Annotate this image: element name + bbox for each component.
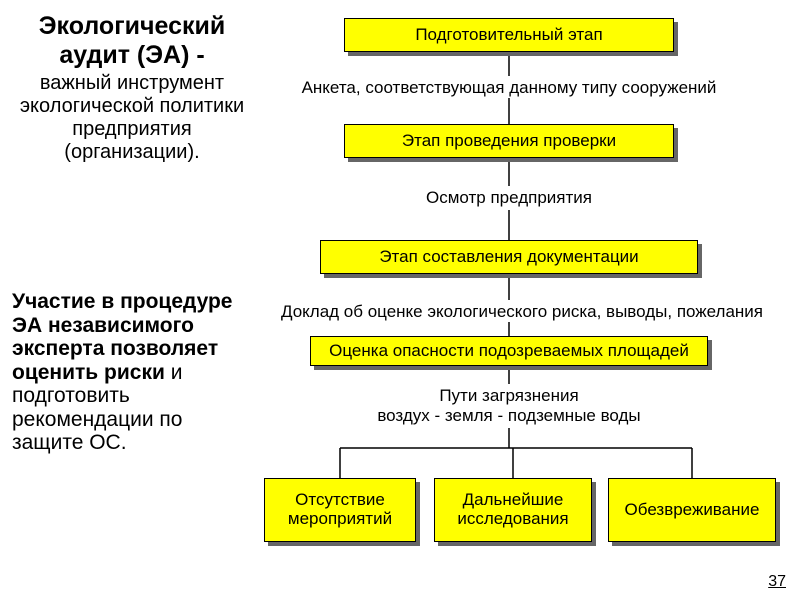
title-line1: Экологический — [8, 12, 256, 41]
box-hazard-assessment: Оценка опасности подозреваемых площадей — [310, 336, 708, 366]
title-line2: аудит (ЭА) - — [8, 41, 256, 70]
box-inspection-stage: Этап проведения проверки — [344, 124, 674, 158]
label-site-inspection: Осмотр предприятия — [344, 188, 674, 208]
page-number: 37 — [768, 573, 786, 591]
label-contamination-paths: Пути загрязнения воздух - земля - подзем… — [324, 386, 694, 425]
box-documentation-stage: Этап составления документации — [320, 240, 698, 274]
label-paths-line2: воздух - земля - подземные воды — [377, 406, 640, 425]
paragraph-2: Участие в процедуре ЭА независимого эксп… — [12, 290, 256, 455]
para2-bold: Участие в процедуре ЭА независимого эксп… — [12, 290, 233, 384]
outcome-further-research: Дальнейшие исследования — [434, 478, 592, 542]
label-report: Доклад об оценке экологического риска, в… — [264, 302, 780, 322]
label-paths-line1: Пути загрязнения — [439, 386, 578, 405]
subtitle: важный инструмент экологической политики… — [8, 72, 256, 164]
outcome-no-action: Отсутствие мероприятий — [264, 478, 416, 542]
left-text-block: Экологический аудит (ЭА) - важный инстру… — [8, 12, 256, 164]
box-preparatory-stage: Подготовительный этап — [344, 18, 674, 52]
outcome-decontamination: Обезвреживание — [608, 478, 776, 542]
label-questionnaire: Анкета, соответствующая данному типу соо… — [264, 78, 754, 98]
